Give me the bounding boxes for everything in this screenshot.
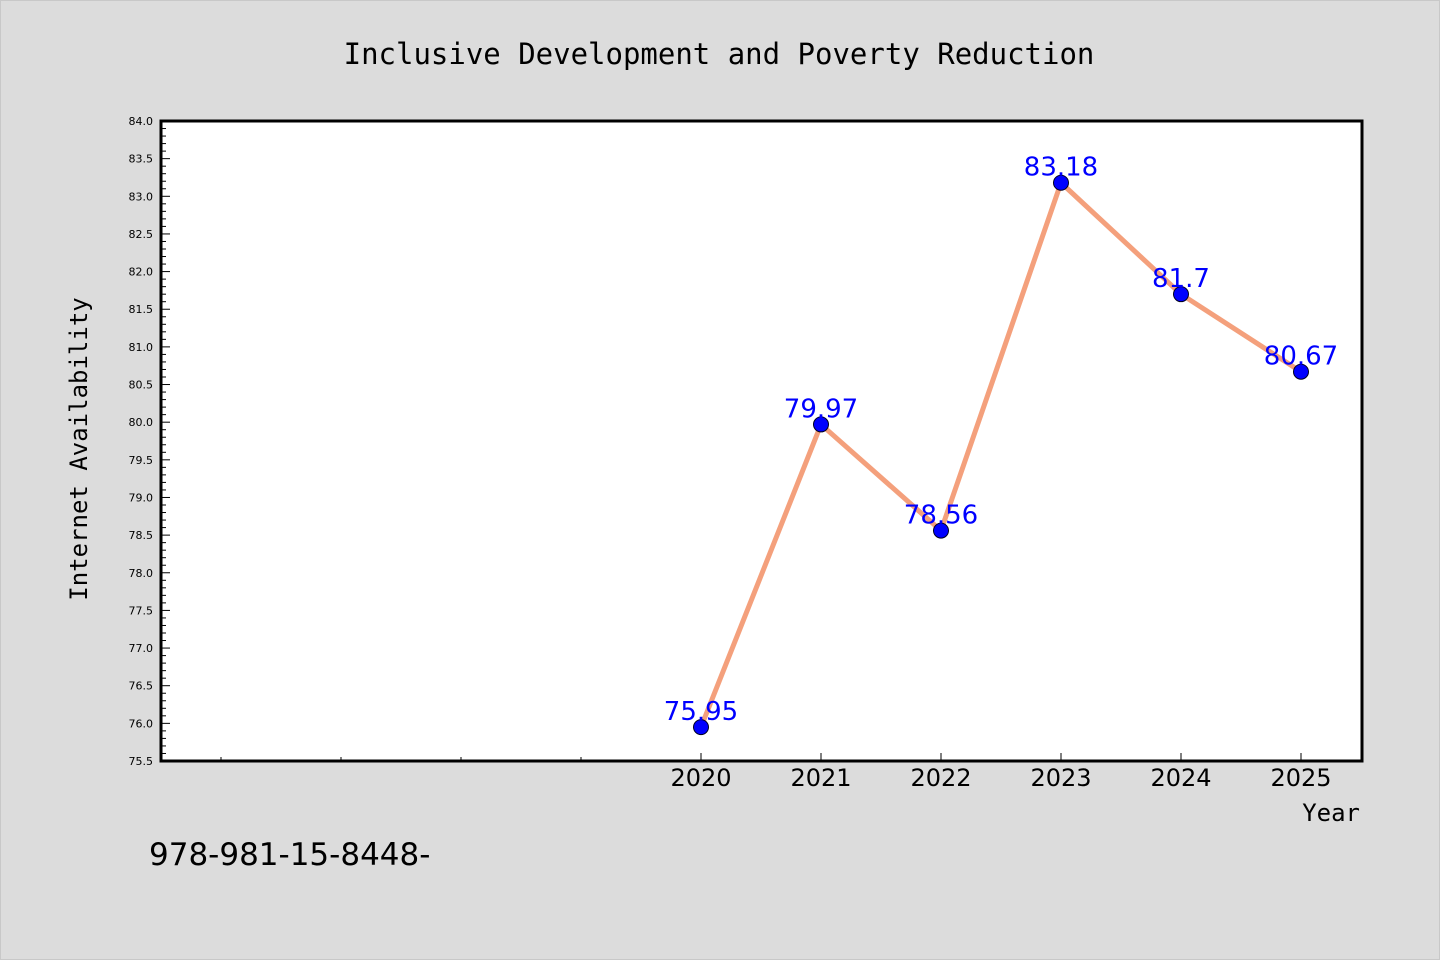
y-tick-label: 79.5 [129,454,154,467]
data-point-label: 80.67 [1264,342,1338,372]
y-tick-label: 81.5 [129,303,154,316]
y-tick-label: 75.5 [129,755,154,768]
y-tick-label: 81.0 [129,341,154,354]
series-line [698,180,1304,730]
x-tick-label: 2021 [790,764,851,792]
plot-area [159,119,1364,763]
x-tick-label: 2024 [1150,764,1211,792]
y-tick-label: 77.5 [129,604,154,617]
y-tick-label: 83.0 [129,190,154,203]
y-tick-label: 78.5 [129,529,154,542]
y-tick-label: 82.0 [129,266,154,279]
y-tick-label: 80.5 [129,379,154,392]
y-tick-label: 83.5 [129,153,154,166]
data-point-marker [933,522,949,539]
y-tick-label: 76.0 [129,717,154,730]
footer-isbn-text: 978-981-15-8448- [149,837,430,873]
data-point-marker [1053,174,1069,191]
data-point-marker [1293,363,1309,380]
data-labels: 75.95 79.97 78.56 83.18 81.7 80.67 [664,153,1338,727]
data-point-marker [813,416,829,433]
data-point-marker [1173,286,1189,303]
y-tick-label: 79.0 [129,491,154,504]
data-point-marker [693,719,709,736]
y-axis: 75.5 76.0 76.5 77.0 77.5 78.0 78.5 79.0 79.5 80.0… [129,115,170,768]
y-tick-label: 78.0 [129,567,154,580]
chart-title: Inclusive Development and Poverty Reduct… [344,37,1095,71]
y-tick-label: 80.0 [129,416,154,429]
x-tick-label: 2020 [670,764,731,792]
y-tick-label: 82.5 [129,228,154,241]
data-point-label: 75.95 [664,697,738,727]
y-tick-label: 84.0 [129,115,154,128]
x-tick-label: 2025 [1270,764,1331,792]
data-point-label: 79.97 [784,394,858,424]
data-point-label: 83.18 [1024,153,1098,183]
data-point-label: 78.56 [904,501,978,531]
x-tick-label: 2022 [910,764,971,792]
y-tick-label: 77.0 [129,642,154,655]
data-point-label: 81.7 [1152,264,1210,294]
x-tick-label: 2023 [1030,764,1091,792]
y-axis-title: Internet Availability [65,297,93,600]
x-axis-title: Year [1302,799,1360,827]
y-tick-label: 76.5 [129,680,154,693]
x-axis: 2020 2021 2022 2023 2024 2025 [220,753,1332,792]
series [693,174,1309,736]
